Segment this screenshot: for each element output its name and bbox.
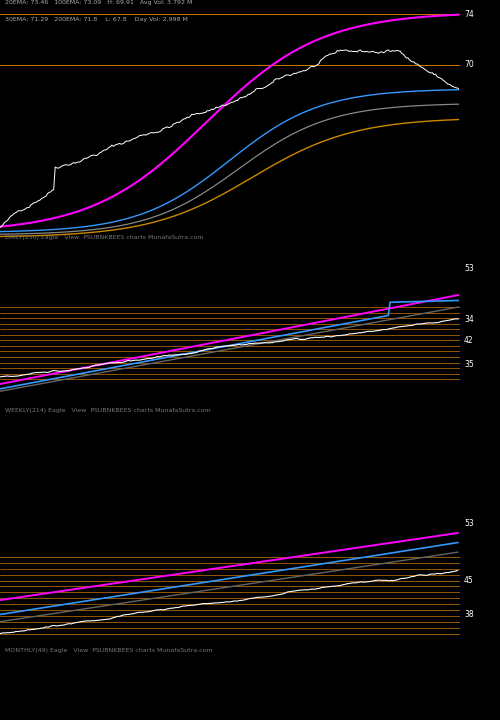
Text: 35: 35 [464, 360, 474, 369]
Text: 45: 45 [464, 577, 474, 585]
Text: 53: 53 [464, 264, 474, 273]
Text: 74: 74 [464, 10, 474, 19]
Text: WEEKLY(214) Eagle   View  PSUBNKBEES charts MunafaSutra.com: WEEKLY(214) Eagle View PSUBNKBEES charts… [4, 408, 210, 413]
Text: DAILY(230) Eagle   View  PSUBNKBEES charts MunafaSutra.com: DAILY(230) Eagle View PSUBNKBEES charts … [4, 235, 203, 240]
Text: 34: 34 [464, 315, 474, 323]
Text: 30EMA: 71.29   200EMA: 71.8    L: 67.8    Day Vol: 2.998 M: 30EMA: 71.29 200EMA: 71.8 L: 67.8 Day Vo… [4, 17, 188, 22]
Text: 42: 42 [464, 336, 473, 346]
Text: 38: 38 [464, 610, 473, 619]
Text: MONTHLY(49) Eagle   View  PSUBNKBEES charts MunafaSutra.com: MONTHLY(49) Eagle View PSUBNKBEES charts… [4, 648, 212, 653]
Text: 20EMA: 73.46   100EMA: 73.09   H: 69.91   Avg Vol: 3.792 M: 20EMA: 73.46 100EMA: 73.09 H: 69.91 Avg … [4, 0, 192, 5]
Text: 53: 53 [464, 519, 474, 528]
Text: 70: 70 [464, 60, 474, 69]
